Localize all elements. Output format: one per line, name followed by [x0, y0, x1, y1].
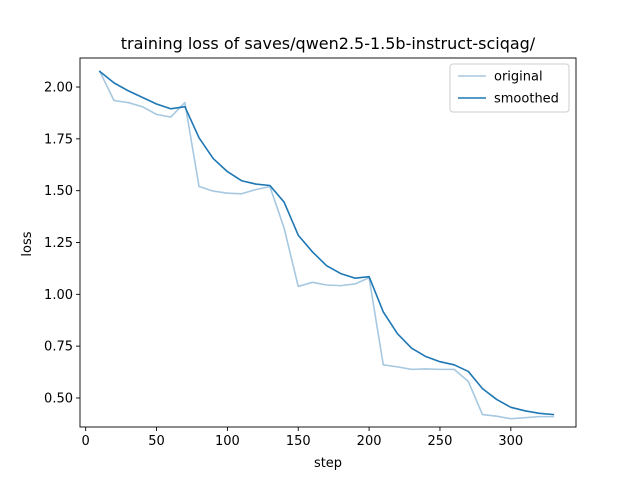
y-tick-label: 0.75 [44, 340, 73, 355]
x-axis-label: step [314, 456, 342, 471]
y-tick-label: 2.00 [44, 81, 73, 96]
y-axis-label: loss [20, 231, 35, 256]
x-tick-label: 250 [428, 434, 453, 449]
y-tick-label: 0.50 [44, 391, 73, 406]
x-tick-label: 50 [148, 434, 165, 449]
x-tick-label: 200 [357, 434, 382, 449]
legend-label-smoothed: smoothed [494, 92, 559, 107]
legend: original smoothed [449, 63, 570, 113]
legend-label-original: original [494, 70, 543, 85]
y-tick-label: 1.25 [44, 236, 73, 251]
y-tick-label: 1.75 [44, 132, 73, 147]
x-tick-label: 100 [215, 434, 240, 449]
y-tick-label: 1.00 [44, 288, 73, 303]
chart-title: training loss of saves/qwen2.5-1.5b-inst… [121, 34, 536, 53]
series-line-smoothed [98, 70, 555, 416]
y-tick-label: 1.50 [44, 184, 73, 199]
x-tick-label: 0 [82, 434, 90, 449]
series-line-original [98, 70, 555, 420]
axes-layer: 0 50 100 150 200 250 300 0.50 0.75 1.00 1.25 1.50 1.… [44, 57, 577, 449]
x-tick-label: 150 [286, 434, 311, 449]
x-tick-label: 300 [498, 434, 523, 449]
series-layer [98, 70, 555, 420]
